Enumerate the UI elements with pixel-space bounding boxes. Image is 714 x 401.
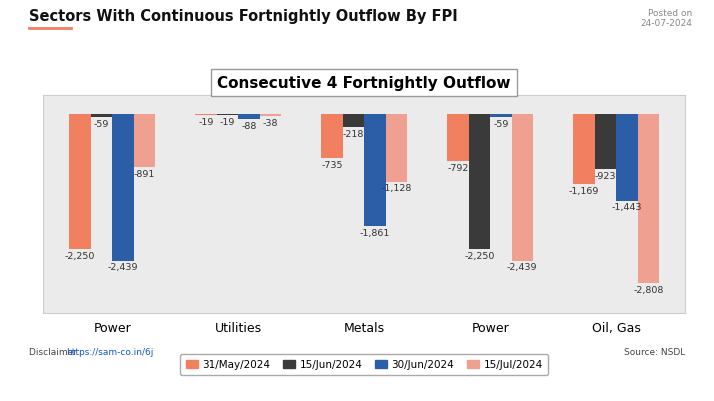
Text: -792: -792 <box>448 164 468 173</box>
Text: -2,439: -2,439 <box>507 263 538 272</box>
Text: -2,808: -2,808 <box>633 285 663 294</box>
Bar <box>595 114 616 170</box>
Text: #SAMSHOTS: #SAMSHOTS <box>18 373 123 387</box>
Bar <box>573 114 595 184</box>
Text: Sectors With Continuous Fortnightly Outflow By FPI: Sectors With Continuous Fortnightly Outf… <box>29 9 457 24</box>
Text: -218: -218 <box>343 129 364 138</box>
Text: -19: -19 <box>220 117 235 126</box>
Text: Disclaimer:: Disclaimer: <box>29 347 82 356</box>
Text: Posted on
24-07-2024: Posted on 24-07-2024 <box>640 9 693 28</box>
Bar <box>616 114 638 201</box>
Bar <box>238 114 260 119</box>
Text: https://sam-co.in/6j: https://sam-co.in/6j <box>66 347 154 356</box>
Text: ×SAMCO: ×SAMCO <box>624 373 696 387</box>
Text: -2,250: -2,250 <box>65 251 95 260</box>
Bar <box>134 114 155 168</box>
Text: -923: -923 <box>595 172 616 180</box>
Text: -2,439: -2,439 <box>108 263 138 272</box>
Bar <box>386 114 407 182</box>
Text: -891: -891 <box>134 170 155 179</box>
Text: -2,250: -2,250 <box>464 251 495 260</box>
Bar <box>69 114 91 249</box>
Text: -1,861: -1,861 <box>360 228 390 237</box>
Text: -1,128: -1,128 <box>381 184 411 193</box>
Bar <box>217 114 238 115</box>
Bar <box>638 114 659 283</box>
Bar <box>260 114 281 117</box>
Text: -59: -59 <box>493 119 508 129</box>
Text: -19: -19 <box>198 117 213 126</box>
Title: Consecutive 4 Fortnightly Outflow: Consecutive 4 Fortnightly Outflow <box>217 76 511 91</box>
Bar <box>112 114 134 261</box>
Legend: 31/May/2024, 15/Jun/2024, 30/Jun/2024, 15/Jul/2024: 31/May/2024, 15/Jun/2024, 30/Jun/2024, 1… <box>181 354 548 375</box>
Text: -1,169: -1,169 <box>569 186 599 195</box>
Text: -59: -59 <box>94 119 109 129</box>
Text: -88: -88 <box>241 122 256 130</box>
Bar <box>343 114 364 128</box>
Text: -735: -735 <box>321 160 343 169</box>
Bar <box>321 114 343 158</box>
Bar <box>468 114 490 249</box>
Bar <box>196 114 217 115</box>
Bar <box>511 114 533 261</box>
Bar <box>364 114 386 226</box>
Text: -1,443: -1,443 <box>612 203 642 212</box>
Bar <box>91 114 112 118</box>
Text: Source: NSDL: Source: NSDL <box>624 347 685 356</box>
Bar <box>447 114 468 162</box>
Bar <box>490 114 511 118</box>
Text: -38: -38 <box>263 118 278 128</box>
